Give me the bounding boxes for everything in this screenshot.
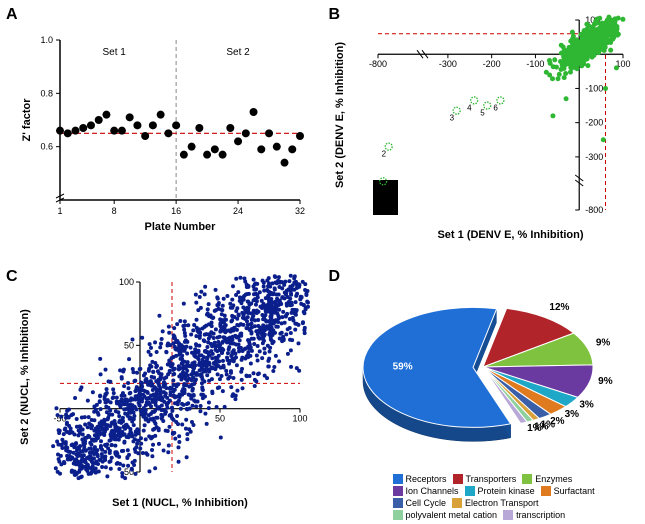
svg-text:2: 2 [381, 150, 386, 159]
svg-text:-800: -800 [585, 205, 603, 215]
legend-label: Surfactant [554, 486, 595, 496]
panel-a: A 0.6 0.8 1.0 1 8 16 24 32 Set 1 Set 2 Plate Numbe… [0, 0, 323, 262]
legend-item: polyvalent metal cation [393, 510, 498, 520]
svg-text:1: 1 [57, 206, 62, 216]
legend-swatch [393, 486, 403, 496]
legend-label: Enzymes [535, 474, 572, 484]
svg-text:Set 1 (NUCL, % Inhibition): Set 1 (NUCL, % Inhibition) [112, 497, 248, 509]
svg-text:59%: 59% [392, 362, 412, 373]
pie-legend: Receptors Transporters Enzymes Ion Channels… [393, 474, 638, 522]
legend-swatch [393, 498, 403, 508]
svg-text:100: 100 [119, 277, 134, 287]
legend-label: Electron Transport [465, 498, 539, 508]
svg-text:8: 8 [112, 206, 117, 216]
svg-text:1%: 1% [527, 423, 542, 434]
svg-text:1: 1 [376, 184, 381, 193]
svg-text:24: 24 [233, 206, 243, 216]
svg-text:1.0: 1.0 [40, 35, 53, 45]
panel-c-label: C [6, 268, 18, 286]
svg-text:4: 4 [467, 103, 472, 112]
legend-label: Receptors [406, 474, 447, 484]
panel-c: C -5050100-5050100Set 1 (NUCL, % Inhibit… [0, 262, 323, 524]
svg-text:-300: -300 [438, 59, 456, 69]
svg-text:50: 50 [124, 340, 134, 350]
svg-text:-200: -200 [482, 59, 500, 69]
svg-text:6: 6 [493, 103, 498, 112]
legend-label: Cell Cycle [406, 498, 447, 508]
legend-item: Receptors [393, 474, 447, 484]
legend-item: Electron Transport [452, 498, 539, 508]
svg-text:50: 50 [215, 414, 225, 424]
legend-swatch [393, 474, 403, 484]
legend-item: Enzymes [522, 474, 572, 484]
legend-swatch [503, 510, 513, 520]
legend-item: Surfactant [541, 486, 595, 496]
svg-text:-100: -100 [526, 59, 544, 69]
svg-text:9%: 9% [595, 337, 610, 348]
svg-text:5: 5 [480, 109, 485, 118]
svg-text:12%: 12% [549, 302, 569, 313]
legend-swatch [393, 510, 403, 520]
svg-text:3%: 3% [579, 399, 594, 410]
legend-label: Transporters [466, 474, 517, 484]
panel-b: B -800-300-200-100100-800-300-200-100100… [323, 0, 645, 262]
legend-label: Ion Channels [406, 486, 459, 496]
chart-c: -5050100-5050100Set 1 (NUCL, % Inhibitio… [0, 262, 322, 524]
panel-d-label: D [329, 268, 341, 286]
svg-text:0.8: 0.8 [40, 88, 53, 98]
svg-text:Set 1 (DENV E, % Inhibition): Set 1 (DENV E, % Inhibition) [437, 229, 583, 241]
svg-text:Z' factor: Z' factor [21, 98, 33, 142]
legend-item: transcription [503, 510, 565, 520]
svg-text:Set 2 (DENV E, % Inhibition): Set 2 (DENV E, % Inhibition) [334, 42, 346, 188]
svg-text:3: 3 [449, 114, 454, 123]
chart-a: 0.6 0.8 1.0 1 8 16 24 32 Set 1 Set 2 Plate Number Z… [0, 0, 322, 262]
legend-swatch [465, 486, 475, 496]
legend-item: Protein kinase [465, 486, 535, 496]
legend-item: Cell Cycle [393, 498, 447, 508]
legend-swatch [453, 474, 463, 484]
panel-a-label: A [6, 6, 18, 24]
svg-text:-100: -100 [585, 83, 603, 93]
legend-swatch [541, 486, 551, 496]
legend-item: Ion Channels [393, 486, 459, 496]
svg-text:Set 2: Set 2 [226, 47, 250, 58]
panel-d: D 59%12%9%9%3%3%2%1%1%1% ReceptorsTransp… [323, 262, 645, 524]
chart-d: 59%12%9%9%3%3%2%1%1%1% [323, 262, 645, 472]
chart-b: -800-300-200-100100-800-300-200-10010012… [323, 0, 645, 262]
svg-text:32: 32 [295, 206, 305, 216]
legend-swatch [452, 498, 462, 508]
legend-item: Transporters [453, 474, 517, 484]
svg-text:16: 16 [171, 206, 181, 216]
legend-label: transcription [516, 510, 565, 520]
svg-text:-200: -200 [585, 118, 603, 128]
svg-text:-800: -800 [368, 59, 386, 69]
legend-swatch [522, 474, 532, 484]
legend-label: polyvalent metal cation [406, 510, 498, 520]
panel-b-label: B [329, 6, 341, 24]
svg-text:-300: -300 [585, 152, 603, 162]
legend-label: Protein kinase [478, 486, 535, 496]
svg-text:Plate Number: Plate Number [145, 221, 217, 233]
svg-text:100: 100 [292, 414, 307, 424]
svg-text:Set 1: Set 1 [103, 47, 127, 58]
svg-text:9%: 9% [598, 376, 613, 387]
svg-text:0.6: 0.6 [40, 142, 53, 152]
svg-text:Set 2 (NUCL, % Inhibition): Set 2 (NUCL, % Inhibition) [19, 309, 31, 445]
svg-text:3%: 3% [564, 409, 579, 420]
